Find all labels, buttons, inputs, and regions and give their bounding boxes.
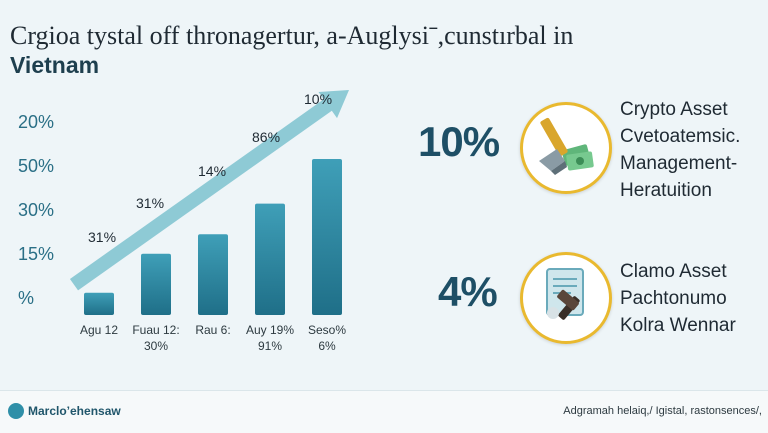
bar: [255, 203, 285, 315]
bar: [312, 159, 342, 315]
stat-value: 10%: [418, 118, 500, 165]
bar-chart: 20% 50% 30% 15%% 31% 31% 14% 86% 10% Agu 12 Fuau…: [18, 89, 350, 353]
data-label: 86%: [252, 129, 280, 145]
footer-credit: Adgramah helaiq,/ Igistal, rastonsences/…: [563, 405, 762, 417]
stat-line: Pachtonumo: [620, 288, 727, 309]
brand-logo-icon: [8, 403, 24, 419]
y-tick-label: %: [18, 288, 34, 308]
x-tick-sublabel: 6%: [318, 339, 336, 353]
stat-line: Heratuition: [620, 180, 712, 201]
stat-description: Crypto Asset Cvetoatemsic. Management- H…: [620, 96, 740, 204]
bar: [84, 292, 114, 315]
bar: [141, 253, 171, 315]
trend-arrow: [69, 89, 350, 291]
footer: Marclo’ehensaw Adgramah helaiq,/ Igistal…: [0, 390, 768, 433]
page-title: Crgioa tystal off thronagertur, a-Auglys…: [10, 21, 574, 50]
x-tick-sublabel: 30%: [144, 339, 168, 353]
data-label: 10%: [304, 91, 332, 107]
x-tick-label: Agu 12: [80, 323, 118, 337]
page-subtitle: Vietnam: [10, 52, 100, 78]
data-label: 31%: [136, 195, 164, 211]
stat-line: Crypto Asset: [620, 99, 728, 120]
data-label: 31%: [88, 229, 116, 245]
stat-line: Kolra Wennar: [620, 315, 736, 336]
x-tick-label: Auy 19%: [246, 323, 294, 337]
y-tick-label: 15%: [18, 244, 54, 264]
stat-value: 4%: [438, 268, 498, 315]
data-label: 14%: [198, 163, 226, 179]
x-tick-label: Fuau 12:: [132, 323, 179, 337]
brand[interactable]: Marclo’ehensaw: [8, 403, 121, 419]
y-tick-label: 30%: [18, 200, 54, 220]
bar: [198, 234, 228, 315]
y-tick-label: 20%: [18, 112, 54, 132]
stat-description: Clamo Asset Pachtonumo Kolra Wennar: [620, 258, 736, 339]
stat-line: Cvetoatemsic.: [620, 126, 741, 147]
x-tick-label: Rau 6:: [195, 323, 230, 337]
hammer-money-icon: [520, 102, 612, 194]
brand-name: Marclo’ehensaw: [28, 404, 121, 418]
y-tick-label: 50%: [18, 156, 54, 176]
stat-line: Management-: [620, 153, 738, 174]
x-tick-label: Seso%: [308, 323, 346, 337]
x-tick-sublabel: 91%: [258, 339, 282, 353]
stat-line: Clamo Asset: [620, 261, 727, 282]
document-gavel-icon: [520, 252, 612, 344]
